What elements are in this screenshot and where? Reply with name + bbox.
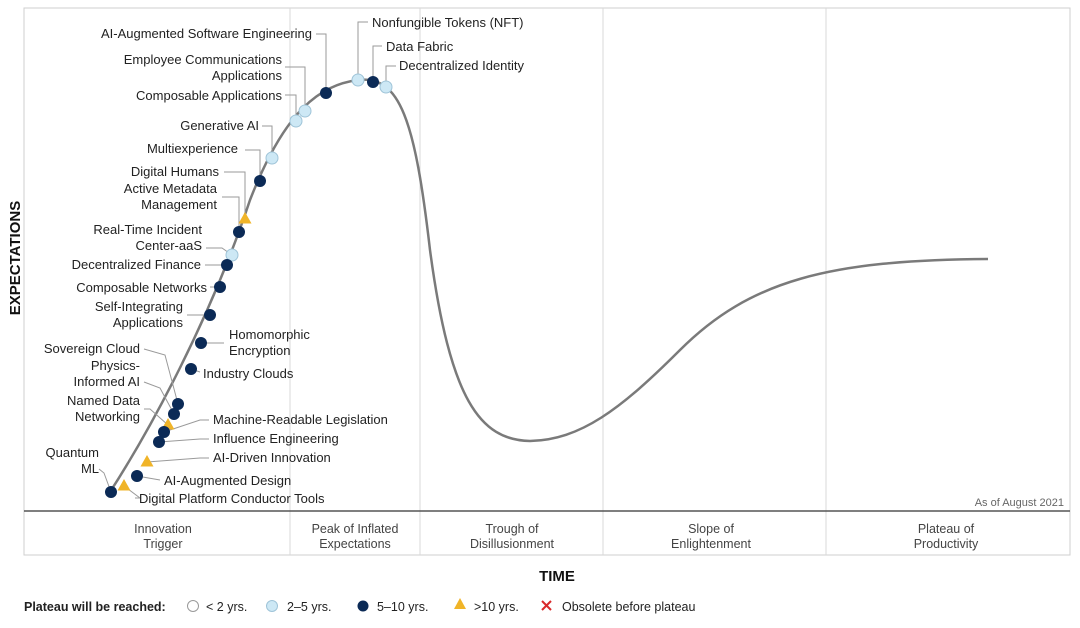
tech-label-nft: Nonfungible Tokens (NFT) <box>372 15 524 30</box>
marker-physics-informed-ai <box>168 408 180 420</box>
legend-marker-gt10 <box>454 598 466 609</box>
marker-employee-communications-applications <box>298 104 312 118</box>
tech-label-machine-readable-legislation: Machine-Readable Legislation <box>213 412 388 427</box>
x-axis-label: TIME <box>539 568 575 585</box>
tech-label-digital-platform-conductor-tools: Digital Platform Conductor Tools <box>139 491 325 506</box>
tech-label-ai-augmented-design: AI-Augmented Design <box>164 473 291 488</box>
marker-real-time-incident-center-aas <box>225 248 239 262</box>
marker-digital-humans <box>238 212 252 224</box>
marker-generative-ai <box>265 151 279 165</box>
phase-label-plateau-of-productivity: Plateau of Productivity <box>914 522 979 551</box>
marker-influence-engineering <box>153 436 165 448</box>
tech-label-named-data-networking: Named Data Networking <box>67 393 141 424</box>
marker-ai-driven-innovation <box>140 455 154 467</box>
tech-label-data-fabric: Data Fabric <box>386 39 454 54</box>
chart-frame <box>23 7 1071 556</box>
legend: Plateau will be reached: < 2 yrs. 2–5 yr… <box>24 598 695 614</box>
marker-ai-augmented-design <box>131 470 143 482</box>
tech-label-decentralized-finance: Decentralized Finance <box>72 257 201 272</box>
phase-label-trough-of-disillusionment: Trough of Disillusionment <box>470 522 555 551</box>
legend-label-lt2: < 2 yrs. <box>206 600 247 614</box>
tech-label-quantum-ml: Quantum ML <box>46 445 99 476</box>
tech-label-real-time-incident-center-aas: Real-Time Incident Center-aaS <box>93 222 202 253</box>
tech-label-multiexperience: Multiexperience <box>147 141 238 156</box>
tech-label-industry-clouds: Industry Clouds <box>203 366 294 381</box>
legend-marker-lt2 <box>187 600 199 612</box>
marker-homomorphic-encryption <box>195 337 207 349</box>
marker-industry-clouds <box>185 363 197 375</box>
legend-marker-5to10 <box>357 600 369 612</box>
tech-label-ai-driven-innovation: AI-Driven Innovation <box>213 450 331 465</box>
tech-label-generative-ai: Generative AI <box>180 118 259 133</box>
marker-digital-platform-conductor-tools <box>117 479 131 491</box>
legend-marker-2to5 <box>266 600 278 612</box>
legend-title: Plateau will be reached: <box>24 600 166 614</box>
tech-label-active-metadata-management: Active Metadata Management <box>124 181 218 212</box>
marker-data-fabric <box>367 76 379 88</box>
marker-active-metadata-management <box>233 226 245 238</box>
tech-label-employee-communications-applications: Employee Communications Applications <box>124 52 283 83</box>
legend-marker-obsolete <box>541 600 552 611</box>
phase-label-slope-of-enlightenment: Slope of Enlightenment <box>671 522 751 551</box>
tech-label-sovereign-cloud: Sovereign Cloud <box>44 341 140 356</box>
tech-label-physics-informed-ai: Physics-Informed AI <box>74 358 140 389</box>
marker-decentralized-finance <box>221 259 233 271</box>
marker-self-integrating-applications <box>204 309 216 321</box>
marker-composable-networks <box>214 281 226 293</box>
tech-label-composable-networks: Composable Networks <box>76 280 207 295</box>
marker-sovereign-cloud <box>172 398 184 410</box>
technology-markers <box>105 73 393 498</box>
marker-decentralized-identity <box>379 80 393 94</box>
legend-label-2to5: 2–5 yrs. <box>287 600 331 614</box>
marker-multiexperience <box>254 175 266 187</box>
tech-label-ai-augmented-software-engineering: AI-Augmented Software Engineering <box>101 26 312 41</box>
tech-label-digital-humans: Digital Humans <box>131 164 220 179</box>
phase-label-innovation-trigger: Innovation Trigger <box>134 522 192 551</box>
marker-nonfungible-tokens-nft <box>351 73 365 87</box>
legend-label-5to10: 5–10 yrs. <box>377 600 428 614</box>
phase-label-peak-of-inflated-expectations: Peak of Inflated Expectations <box>312 522 399 551</box>
tech-label-self-integrating-applications: Self-Integrating Applications <box>95 299 184 330</box>
legend-label-obsolete: Obsolete before plateau <box>562 600 695 614</box>
marker-ai-augmented-software-engineering <box>320 87 332 99</box>
tech-label-composable-applications: Composable Applications <box>136 88 282 103</box>
tech-label-decentralized-identity: Decentralized Identity <box>399 58 525 73</box>
y-axis-label: EXPECTATIONS <box>7 201 24 315</box>
legend-label-gt10: >10 yrs. <box>474 600 519 614</box>
marker-machine-readable-legislation <box>158 426 170 438</box>
marker-composable-applications <box>289 114 303 128</box>
tech-label-homomorphic-encryption: Homomorphic Encryption <box>229 327 310 358</box>
tech-label-influence-engineering: Influence Engineering <box>213 431 339 446</box>
marker-quantum-ml <box>105 486 117 498</box>
as-of-note: As of August 2021 <box>975 497 1064 509</box>
